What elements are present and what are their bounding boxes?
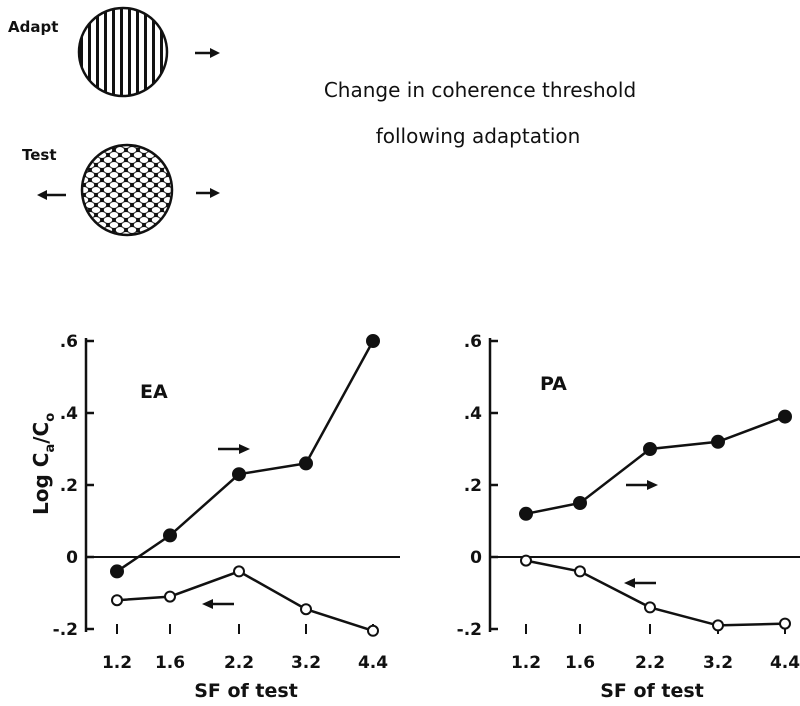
series-line-filled: [525, 415, 786, 516]
x-tick-label: 1.6: [155, 653, 185, 673]
panel-title: EA: [140, 381, 168, 403]
test-arrow-left-icon: [37, 190, 66, 200]
data-point-filled: [110, 564, 124, 579]
direction-arrow-right-icon: [626, 480, 658, 490]
y-tick-label: .6: [60, 332, 78, 352]
y-axis-label-text: Log Ca/Co: [29, 413, 58, 515]
x-tick-label: 4.4: [770, 653, 800, 673]
panel-title: PA: [540, 373, 567, 395]
y-tick-label: 0: [470, 548, 482, 568]
y-tick-label: .4: [60, 404, 78, 424]
y-label-slash: /C: [29, 422, 53, 444]
y-tick-label: -.2: [457, 620, 482, 640]
y-tick-label: .4: [464, 404, 482, 424]
data-point-filled: [163, 528, 177, 543]
x-tick-label: 3.2: [291, 653, 321, 673]
chart-panel-pa: PA SF of test .6 .4 .2 0 -.2 1.2 1.6 2.2 3.2 4.4: [457, 332, 800, 702]
data-point-filled: [519, 506, 533, 521]
direction-arrow-left-icon: [624, 578, 656, 588]
data-point-open: [233, 565, 245, 578]
x-tick-label: 3.2: [703, 653, 733, 673]
y-label-sub-a: a: [43, 444, 58, 453]
data-point-filled: [711, 434, 725, 449]
data-point-filled: [299, 456, 313, 471]
y-tick-label: .2: [60, 476, 78, 496]
x-axis-label: SF of test: [194, 680, 298, 702]
adapt-label: Adapt: [8, 18, 58, 36]
y-tick-label: 0: [66, 548, 78, 568]
direction-arrow-right-icon: [218, 444, 250, 454]
adapt-grating-icon: [77, 6, 169, 98]
x-tick-label: 2.2: [224, 653, 254, 673]
data-point-open: [164, 590, 176, 603]
y-label-sub-o: o: [43, 413, 58, 422]
data-point-open: [520, 554, 532, 567]
chart-panel-ea: EA SF of test Log Ca/Co .6 .4 .2 0 -.2 1.2 1.6…: [29, 332, 400, 702]
data-point-open: [111, 594, 123, 607]
figure-title-line2: following adaptation: [376, 124, 581, 148]
test-plaid-icon: [80, 143, 174, 237]
series-line-open: [116, 570, 374, 632]
figure-title-line1: Change in coherence threshold: [324, 78, 636, 102]
data-point-open: [300, 603, 312, 616]
x-tick-label: 2.2: [635, 653, 665, 673]
stimulus-illustration: Adapt Test: [8, 6, 220, 237]
data-point-filled: [232, 467, 246, 482]
series-line-open: [525, 559, 786, 627]
x-tick-label: 1.2: [511, 653, 541, 673]
x-tick-label: 4.4: [358, 653, 388, 673]
data-point-open: [779, 617, 791, 630]
data-point-open: [574, 565, 586, 578]
y-label-log: Log C: [29, 453, 53, 515]
test-label: Test: [22, 146, 57, 164]
test-arrow-right-icon: [196, 188, 220, 198]
data-point-filled: [778, 409, 792, 424]
y-tick-label: .2: [464, 476, 482, 496]
data-point-filled: [643, 442, 657, 456]
adapt-arrow-right-icon: [195, 48, 220, 58]
data-point-filled: [573, 496, 587, 510]
data-point-open: [367, 624, 379, 637]
direction-arrow-left-icon: [202, 599, 234, 609]
x-axis-label: SF of test: [600, 680, 704, 702]
x-tick-label: 1.2: [102, 653, 132, 673]
data-point-filled: [366, 334, 380, 348]
y-axis-label: Log Ca/Co: [29, 413, 58, 515]
data-point-open: [712, 619, 724, 632]
series-line-filled: [116, 340, 375, 573]
x-tick-label: 1.6: [565, 653, 595, 673]
data-point-open: [644, 601, 656, 614]
y-tick-label: .6: [464, 332, 482, 352]
y-tick-label: -.2: [53, 620, 78, 640]
